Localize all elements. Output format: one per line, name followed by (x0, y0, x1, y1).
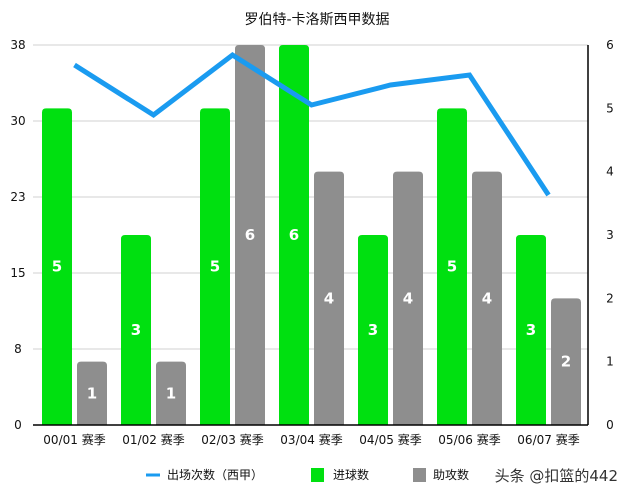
goals-bar (437, 108, 467, 425)
assists-data-label: 4 (324, 289, 334, 307)
assists-data-label: 1 (87, 384, 97, 402)
legend-label-goals: 进球数 (333, 467, 369, 482)
goals-bar (200, 108, 230, 425)
goals-bar (279, 45, 309, 425)
assists-data-label: 2 (561, 353, 571, 371)
goals-data-label: 3 (526, 321, 536, 339)
right-tick-label: 1 (606, 355, 614, 369)
goals-data-label: 5 (210, 258, 220, 276)
x-tick-label: 02/03 赛季 (201, 432, 263, 447)
assists-bar (314, 171, 344, 425)
goals-bar (358, 235, 388, 425)
x-tick-label: 03/04 赛季 (280, 432, 342, 447)
assists-data-label: 1 (166, 384, 176, 402)
left-tick-label: 30 (10, 114, 25, 128)
bars: 5 1 3 1 5 6 6 4 3 4 5 4 3 2 (42, 45, 581, 425)
legend-goals-swatch (311, 468, 324, 482)
right-tick-label: 4 (606, 165, 614, 179)
right-tick-label: 5 (606, 101, 614, 115)
right-tick-label: 2 (606, 291, 614, 305)
right-tick-label: 0 (606, 418, 614, 432)
assists-bar (156, 361, 186, 425)
assists-bar (472, 171, 502, 425)
goals-data-label: 3 (131, 321, 141, 339)
appearances-line (73, 51, 551, 197)
x-tick-label: 04/05 赛季 (359, 432, 421, 447)
goals-bar (516, 235, 546, 425)
legend: 出场次数（西甲） 进球数 助攻数 (146, 467, 469, 482)
assists-bar (551, 298, 581, 425)
x-tick-label: 06/07 赛季 (517, 432, 579, 447)
left-tick-label: 38 (10, 38, 25, 52)
goals-bar (121, 235, 151, 425)
goals-bar (42, 108, 72, 425)
assists-data-label: 4 (482, 289, 492, 307)
left-tick-label: 15 (10, 266, 25, 280)
left-tick-label: 8 (14, 342, 22, 356)
left-tick-label: 0 (14, 418, 22, 432)
legend-label-appearances: 出场次数（西甲） (167, 467, 263, 482)
right-tick-label: 3 (606, 228, 614, 242)
goals-data-label: 5 (447, 258, 457, 276)
assists-data-label: 4 (403, 289, 413, 307)
legend-label-assists: 助攻数 (433, 467, 469, 482)
assists-data-label: 6 (245, 226, 255, 244)
x-tick-label: 00/01 赛季 (43, 432, 105, 447)
chart-title: 罗伯特-卡洛斯西甲数据 (244, 12, 389, 28)
right-tick-label: 6 (606, 38, 614, 52)
x-tick-label: 01/02 赛季 (122, 432, 184, 447)
goals-data-label: 6 (289, 226, 299, 244)
x-tick-label: 05/06 赛季 (438, 432, 500, 447)
assists-bar (393, 171, 423, 425)
goals-data-label: 5 (52, 258, 62, 276)
goals-data-label: 3 (368, 321, 378, 339)
assists-bar (235, 45, 265, 425)
left-tick-label: 23 (10, 190, 25, 204)
legend-assists-swatch (413, 468, 426, 482)
assists-bar (77, 361, 107, 425)
watermark: 头条 @扣篮的442 (495, 467, 618, 485)
